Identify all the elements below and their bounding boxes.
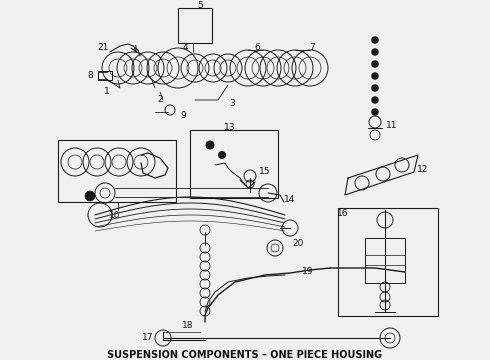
- Text: 15: 15: [259, 167, 271, 176]
- Text: 6: 6: [254, 42, 260, 51]
- Circle shape: [371, 72, 378, 80]
- Text: 3: 3: [229, 99, 235, 108]
- Text: 10: 10: [109, 211, 121, 220]
- Circle shape: [206, 141, 214, 149]
- Text: 19: 19: [302, 267, 314, 276]
- Text: SUSPENSION COMPONENTS – ONE PIECE HOUSING: SUSPENSION COMPONENTS – ONE PIECE HOUSIN…: [107, 350, 383, 360]
- Bar: [98, 71, 112, 80]
- Text: 18: 18: [182, 321, 194, 330]
- Text: 21: 21: [98, 42, 109, 51]
- Text: 11: 11: [386, 121, 398, 130]
- Circle shape: [371, 96, 378, 104]
- Text: 14: 14: [284, 195, 295, 204]
- Text: 12: 12: [417, 166, 429, 175]
- Circle shape: [371, 85, 378, 91]
- Text: 8: 8: [87, 71, 93, 80]
- Bar: [178, 8, 212, 43]
- Circle shape: [371, 108, 378, 116]
- Circle shape: [371, 36, 378, 44]
- Text: 1: 1: [104, 87, 110, 96]
- Circle shape: [219, 152, 225, 158]
- Circle shape: [85, 191, 95, 201]
- Text: 2: 2: [157, 95, 163, 104]
- Bar: [190, 130, 278, 198]
- Circle shape: [371, 60, 378, 68]
- Text: 16: 16: [337, 208, 349, 217]
- Text: 7: 7: [309, 42, 315, 51]
- Text: 20: 20: [293, 238, 304, 248]
- Circle shape: [371, 49, 378, 55]
- Text: 9: 9: [180, 111, 186, 120]
- Text: 5: 5: [197, 1, 203, 10]
- Bar: [365, 238, 405, 283]
- Text: 4: 4: [182, 42, 188, 51]
- Bar: [58, 140, 176, 202]
- Text: 13: 13: [224, 122, 236, 131]
- Bar: [338, 208, 438, 316]
- Text: 17: 17: [142, 333, 154, 342]
